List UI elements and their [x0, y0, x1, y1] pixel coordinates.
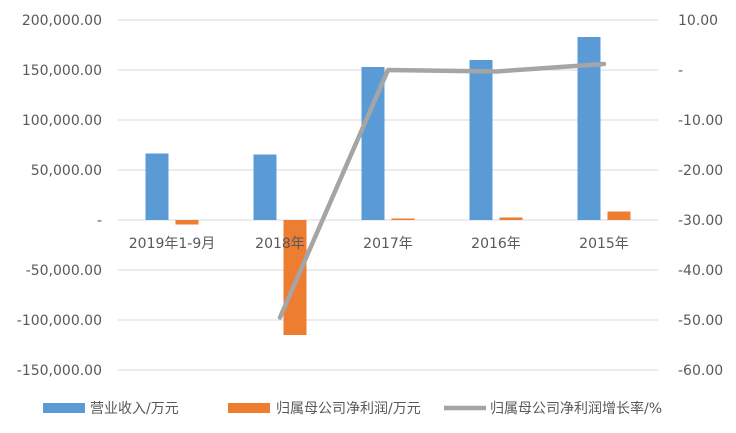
left-tick-label: 200,000.00 — [22, 13, 102, 29]
left-tick-label: - — [97, 213, 102, 229]
category-label: 2018年 — [255, 236, 305, 252]
bar-revenue — [361, 67, 385, 220]
bar-revenue — [469, 60, 493, 220]
right-tick-label: -40.00 — [678, 263, 723, 279]
bar-net-profit — [391, 218, 415, 220]
right-tick-label: -60.00 — [678, 363, 723, 379]
category-label: 2017年 — [363, 236, 413, 252]
right-tick-label: -10.00 — [678, 113, 723, 129]
right-axis-labels: 10.00 - -10.00 -20.00 -30.00 -40.00 -50.00 -60.… — [678, 13, 723, 379]
bar-revenue — [145, 153, 169, 220]
bars — [145, 37, 631, 335]
bar-net-profit — [499, 217, 523, 220]
bar-net-profit — [607, 211, 631, 220]
growth-rate-line — [277, 61, 607, 320]
category-label: 2019年1-9月 — [129, 236, 216, 252]
legend: 营业收入/万元 归属母公司净利润/万元 归属母公司净利润增长率/% — [43, 400, 662, 417]
left-tick-label: 150,000.00 — [22, 63, 102, 79]
bar-revenue — [577, 37, 601, 220]
bar-net-profit — [175, 220, 199, 225]
bar-revenue — [253, 154, 277, 220]
left-tick-label: 50,000.00 — [31, 163, 102, 179]
legend-swatch-net-profit — [228, 403, 270, 413]
gridlines — [118, 19, 658, 371]
right-tick-label: 10.00 — [678, 13, 718, 29]
x-axis-labels: 2019年1-9月 2018年 2017年 2016年 2015年 — [129, 236, 629, 252]
left-tick-label: 100,000.00 — [22, 113, 102, 129]
left-axis-labels: 200,000.00 150,000.00 100,000.00 50,000.00 -… — [17, 13, 102, 379]
legend-label-growth-rate: 归属母公司净利润增长率/% — [490, 400, 662, 417]
right-tick-label: - — [678, 63, 683, 79]
left-tick-label: -150,000.00 — [17, 363, 102, 379]
right-tick-label: -50.00 — [678, 313, 723, 329]
left-tick-label: -50,000.00 — [26, 263, 102, 279]
legend-swatch-revenue — [43, 403, 85, 413]
legend-label-revenue: 营业收入/万元 — [90, 401, 179, 417]
category-label: 2015年 — [579, 236, 629, 252]
right-tick-label: -30.00 — [678, 213, 723, 229]
category-label: 2016年 — [471, 236, 521, 252]
line-series — [277, 61, 607, 320]
left-tick-label: -100,000.00 — [17, 313, 102, 329]
right-tick-label: -20.00 — [678, 163, 723, 179]
legend-label-net-profit: 归属母公司净利润/万元 — [276, 400, 421, 417]
